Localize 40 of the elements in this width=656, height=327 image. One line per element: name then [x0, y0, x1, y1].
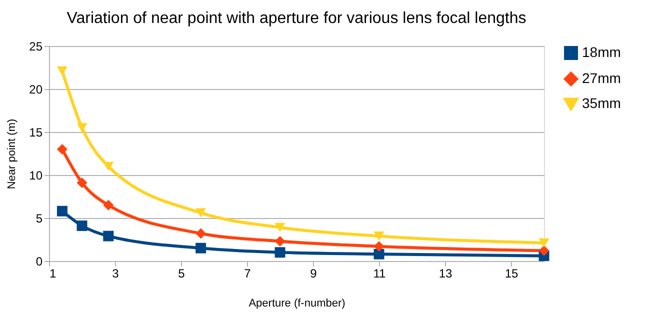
point	[56, 144, 68, 154]
x-tick-label: 1	[50, 266, 56, 280]
point	[103, 200, 114, 210]
point	[196, 242, 206, 254]
point	[76, 177, 88, 188]
legend-label: 35mm	[582, 95, 621, 111]
x-tick-label: 7	[244, 266, 252, 280]
point	[56, 206, 68, 216]
point	[56, 66, 68, 76]
legend-label: 18mm	[582, 44, 621, 60]
x-tick-label: 9	[310, 266, 318, 280]
legend-label: 27mm	[582, 70, 621, 86]
point	[374, 241, 384, 252]
point	[274, 247, 286, 258]
point	[374, 248, 384, 260]
point	[538, 245, 550, 256]
x-tick-label: 13	[438, 266, 452, 280]
point	[538, 238, 550, 248]
point	[274, 236, 286, 246]
point	[196, 228, 206, 239]
y-tick-label: 15	[29, 126, 43, 140]
chart-title: Variation of near point with aperture for various lens focal lengths	[66, 10, 526, 27]
point	[103, 162, 114, 171]
y-tick-label: 20	[29, 82, 43, 96]
point	[76, 220, 88, 231]
point	[103, 230, 114, 242]
y-axis-title: Near point (m)	[6, 118, 18, 190]
point	[374, 232, 384, 241]
x-axis-title: Aperture (f-number)	[248, 298, 346, 310]
y-tick-label: 10	[29, 168, 43, 182]
point	[196, 208, 206, 218]
x-tick-label: 3	[112, 266, 120, 280]
x-tick-label: 5	[178, 266, 186, 280]
y-tick-label: 0	[36, 254, 43, 268]
x-tick-label: 15	[504, 266, 518, 280]
y-tick-label: 5	[36, 212, 43, 226]
y-tick-label: 25	[29, 40, 43, 54]
x-tick-label: 11	[373, 266, 386, 280]
point	[274, 222, 286, 232]
point	[76, 123, 88, 132]
